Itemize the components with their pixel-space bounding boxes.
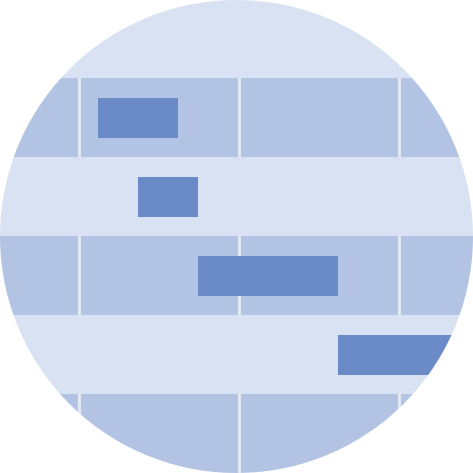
- timeline-divider-4-1: [78, 236, 81, 315]
- task-bar-3: [138, 177, 198, 217]
- row-band-2: [0, 78, 473, 157]
- task-bar-2: [98, 98, 178, 138]
- task-bar-1: [0, 19, 58, 59]
- timeline-divider-6-3: [398, 394, 401, 473]
- task-bar-4: [198, 256, 338, 296]
- timeline-divider-2-2: [238, 78, 241, 157]
- timeline-divider-6-1: [78, 394, 81, 473]
- row-band-1: [0, 0, 473, 78]
- timeline-divider-2-3: [398, 78, 401, 157]
- timeline-divider-6-2: [238, 394, 241, 473]
- row-band-6: [0, 394, 473, 473]
- task-bar-5: [338, 335, 458, 375]
- timeline-divider-4-3: [398, 236, 401, 315]
- row-band-3: [0, 157, 473, 236]
- timeline-divider-2-1: [78, 78, 81, 157]
